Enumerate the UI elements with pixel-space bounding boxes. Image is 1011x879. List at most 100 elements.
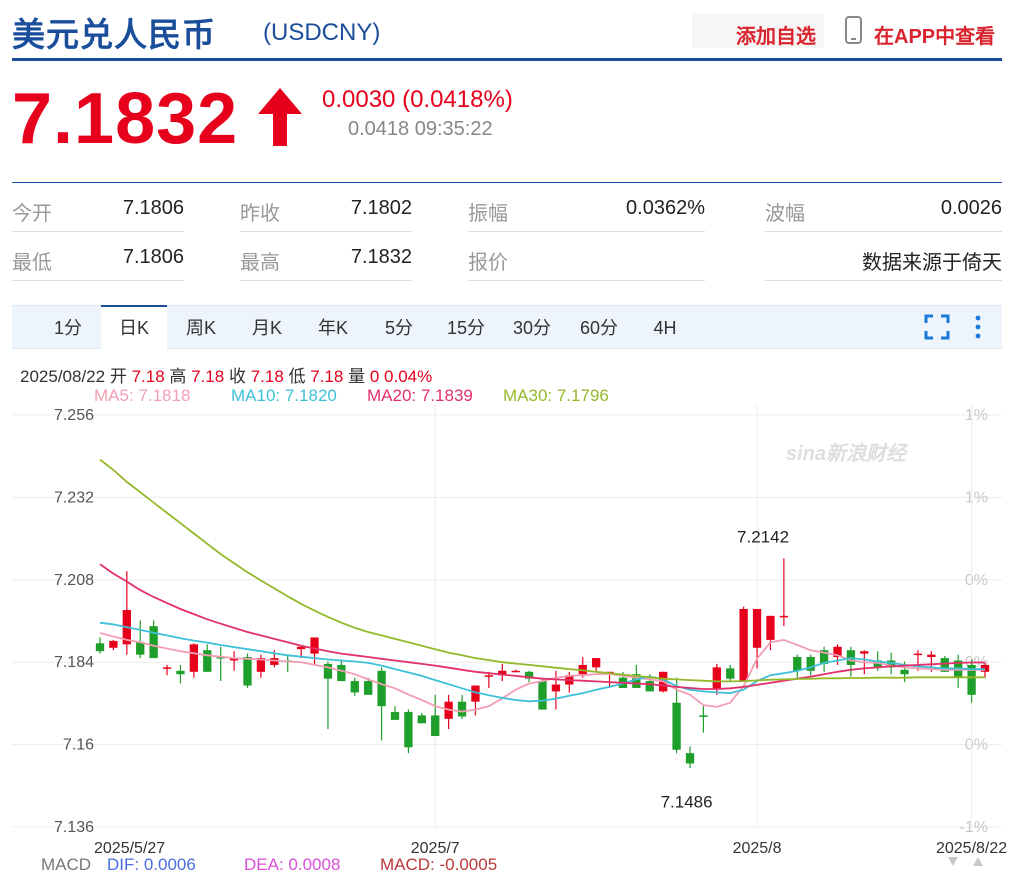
stat-value-high: 7.1832	[350, 246, 412, 268]
candle-body	[95, 643, 105, 652]
tab-yearly[interactable]: 年K	[317, 318, 348, 338]
candle-body	[256, 658, 266, 672]
candle-body	[980, 664, 990, 672]
stat-label-amplitude: 振幅	[468, 203, 508, 225]
candle-body	[310, 637, 319, 654]
candle-body	[659, 671, 668, 692]
ohlc-low: 7.18	[310, 367, 344, 386]
tab-daily[interactable]: 日K	[101, 305, 167, 349]
tab-monthly[interactable]: 月K	[251, 318, 282, 338]
stat-value-low: 7.1806	[122, 246, 184, 268]
ohlc-open-label: 开	[109, 367, 127, 386]
ma-line-ma10	[99, 621, 985, 703]
ma-line-ma20	[99, 563, 985, 690]
ohlc-vol-label: 量	[348, 367, 366, 386]
current-price: 7.1832	[12, 79, 239, 159]
y-tick-label: 7.184	[54, 654, 94, 671]
candle-body	[632, 674, 641, 688]
add-watchlist-button[interactable]	[692, 14, 824, 48]
candle-body	[699, 715, 708, 717]
phone-icon[interactable]	[845, 16, 862, 44]
tab-1min[interactable]: 1分	[53, 318, 82, 338]
candle-body	[377, 670, 386, 707]
stat-label-prevclose: 昨收	[240, 203, 280, 225]
ohlc-date: 2025/08/22	[20, 367, 106, 386]
candle-body	[927, 654, 936, 658]
candle-body	[900, 669, 909, 675]
candle-body	[860, 651, 869, 654]
candle-body	[618, 677, 628, 688]
macd-dif: DIF: 0.0006	[107, 855, 196, 874]
stat-divider	[765, 280, 1002, 281]
candle-body	[565, 675, 574, 685]
stat-label-high: 最高	[240, 252, 280, 274]
candle-body	[752, 608, 762, 648]
data-source-note: 数据来源于倚天	[862, 252, 1002, 274]
scroll-left-icon	[948, 857, 958, 866]
y-tick-label: 7.16	[63, 737, 94, 754]
candle-body	[739, 608, 748, 682]
ohlc-high-label: 高	[169, 367, 187, 386]
stat-label-open: 今开	[12, 203, 52, 225]
ma20-readout: MA20: 7.1839	[367, 386, 473, 405]
stat-value-amplitude: 0.0362%	[626, 197, 705, 219]
candle-body	[672, 702, 681, 750]
stat-divider	[468, 231, 705, 232]
tab-60min[interactable]: 60分	[579, 318, 619, 338]
candle-body	[444, 701, 453, 719]
stat-divider	[468, 280, 705, 281]
tab-30min[interactable]: 30分	[512, 318, 552, 338]
candle-body	[189, 644, 199, 672]
instrument-code: (USDCNY)	[263, 19, 381, 46]
stat-label-range: 波幅	[765, 203, 805, 225]
candle-body	[578, 664, 587, 675]
candle-body	[524, 671, 534, 679]
tab-4h[interactable]: 4H	[653, 318, 677, 338]
candle-body	[551, 684, 561, 692]
stats-top-divider	[12, 182, 1002, 183]
stat-divider	[240, 231, 412, 232]
candle-body	[940, 658, 949, 672]
up-arrow-icon	[258, 88, 302, 146]
y-tick-label: 7.136	[54, 819, 94, 836]
fullscreen-icon[interactable]	[924, 314, 950, 340]
candle-body	[538, 681, 547, 710]
ohlc-close-label: 收	[228, 367, 246, 386]
candle-body	[793, 657, 802, 671]
ohlc-high: 7.18	[191, 367, 225, 386]
candle-body	[296, 646, 306, 650]
candle-body	[431, 715, 440, 737]
candle-body	[364, 681, 373, 695]
candle-body	[645, 681, 654, 692]
stat-value-range: 0.0026	[940, 197, 1002, 219]
instrument-title: 美元兑人民币	[12, 16, 216, 53]
candle-body	[913, 653, 923, 656]
tab-weekly[interactable]: 周K	[185, 318, 216, 338]
y-tick-label: 7.208	[54, 572, 94, 589]
x-tick-label: 2025/8/22	[936, 840, 1007, 857]
candle-body	[766, 615, 775, 640]
y-tick-label: 7.256	[54, 407, 94, 424]
candle-body	[846, 650, 856, 665]
add-watchlist-label[interactable]: 添加自选	[736, 26, 816, 48]
ma10-readout: MA10: 7.1820	[231, 386, 337, 405]
candle-body	[176, 670, 185, 675]
candle-body	[149, 626, 158, 659]
low-annotation: 7.1486	[661, 793, 713, 812]
candle-body	[229, 658, 239, 661]
tab-5min[interactable]: 5分	[384, 318, 413, 338]
candle-body	[484, 675, 494, 677]
candle-body	[350, 681, 359, 693]
candle-body	[806, 657, 815, 671]
candle-body	[886, 660, 896, 668]
candle-body	[712, 667, 721, 689]
candle-body	[404, 711, 413, 748]
more-options-icon[interactable]	[970, 314, 986, 340]
view-in-app-link[interactable]: 在APP中查看	[874, 26, 996, 48]
candle-body	[685, 753, 695, 764]
tab-15min[interactable]: 15分	[446, 318, 486, 338]
ohlc-open: 7.18	[131, 367, 165, 386]
candle-body	[270, 658, 279, 665]
candle-body	[203, 650, 212, 672]
x-tick-label: 2025/8	[733, 840, 782, 857]
